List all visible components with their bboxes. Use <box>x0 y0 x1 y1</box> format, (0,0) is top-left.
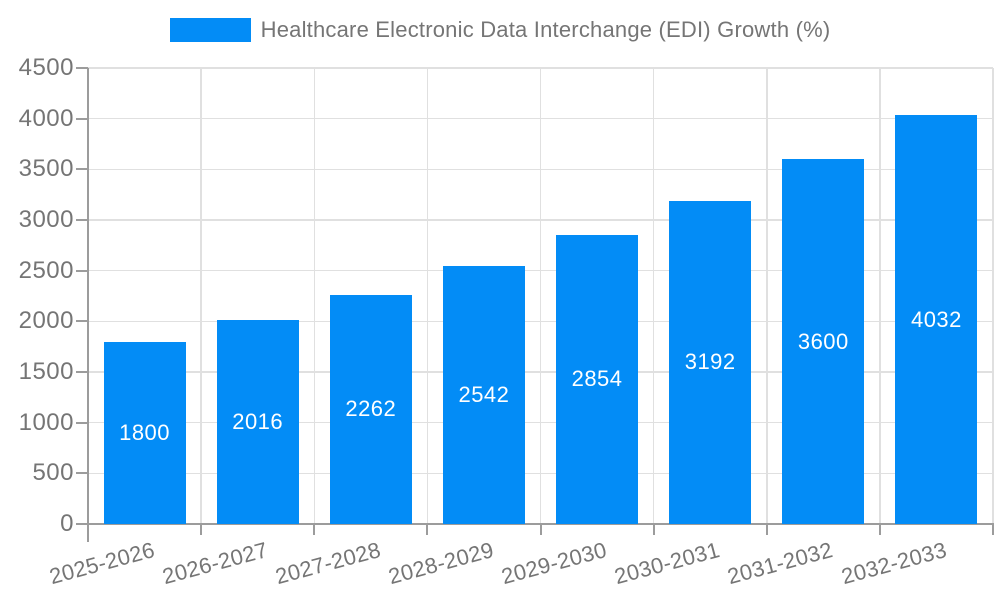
y-tick <box>76 219 88 221</box>
bar-value-label: 4032 <box>910 306 962 332</box>
y-tick-label: 2500 <box>18 256 74 284</box>
bar-2027-2028[interactable] <box>329 294 412 524</box>
x-tick <box>992 524 994 535</box>
x-tick <box>878 524 881 535</box>
bar-2029-2030[interactable] <box>556 234 639 524</box>
y-tick <box>76 371 88 373</box>
y-tick <box>76 320 88 323</box>
y-tick-label: 2000 <box>18 307 74 335</box>
legend-swatch <box>169 18 251 42</box>
y-tick <box>76 421 88 424</box>
y-tick-label: 4000 <box>18 104 74 132</box>
x-tick <box>313 524 316 535</box>
x-gridline <box>200 68 202 524</box>
x-tick-label: 2031-2032 <box>725 537 836 590</box>
x-gridline <box>426 68 429 524</box>
x-tick-label: 2027-2028 <box>272 537 384 590</box>
y-tick-label: 3500 <box>18 155 74 183</box>
bar-value-label: 2262 <box>345 396 397 422</box>
bar-2026-2027[interactable] <box>216 319 299 524</box>
x-gridline <box>652 68 655 524</box>
x-tick <box>426 524 429 535</box>
x-tick-label: 2025-2026 <box>46 537 158 590</box>
x-tick-label: 2028-2029 <box>385 537 497 590</box>
bar-value-label: 2854 <box>571 366 623 392</box>
x-tick <box>539 524 542 535</box>
y-tick <box>76 269 88 272</box>
bar-2031-2032[interactable] <box>782 159 865 524</box>
y-tick-label: 3000 <box>18 206 74 233</box>
y-tick <box>76 523 88 525</box>
y-tick-label: 500 <box>32 459 74 487</box>
y-axis-line <box>87 68 89 542</box>
bar-value-label: 1800 <box>119 419 171 445</box>
bar-value-label: 3600 <box>797 328 849 354</box>
x-tick-label: 2030-2031 <box>611 537 723 590</box>
x-tick-label: 2026-2027 <box>159 537 271 590</box>
x-gridline <box>313 68 315 524</box>
y-tick <box>76 472 88 475</box>
x-gridline <box>992 68 994 524</box>
y-tick-label: 0 <box>60 510 74 537</box>
x-tick <box>200 524 203 535</box>
y-tick-label: 1500 <box>18 358 74 385</box>
y-tick-label: 1000 <box>18 408 74 436</box>
bar-2030-2031[interactable] <box>669 200 752 524</box>
bar-2025-2026[interactable] <box>103 341 186 524</box>
x-tick <box>765 524 768 535</box>
legend-label: Healthcare Electronic Data Interchange (… <box>260 17 831 42</box>
x-gridline <box>539 68 542 524</box>
y-tick <box>76 117 88 120</box>
y-tick <box>76 67 88 69</box>
bar-value-label: 3192 <box>684 349 736 375</box>
chart-legend[interactable]: Healthcare Electronic Data Interchange (… <box>0 17 1000 43</box>
y-tick <box>76 168 88 171</box>
x-gridline <box>766 68 768 524</box>
x-tick-label: 2032-2033 <box>838 537 949 590</box>
x-axis-line <box>87 523 994 525</box>
x-gridline <box>879 68 881 524</box>
bar-value-label: 2542 <box>458 382 510 408</box>
bar-2032-2033[interactable] <box>895 115 978 524</box>
x-tick <box>652 524 655 535</box>
x-tick-label: 2029-2030 <box>498 537 610 590</box>
y-tick-label: 4500 <box>18 54 74 81</box>
bar-value-label: 2016 <box>232 408 284 434</box>
bar-2028-2029[interactable] <box>442 266 525 524</box>
